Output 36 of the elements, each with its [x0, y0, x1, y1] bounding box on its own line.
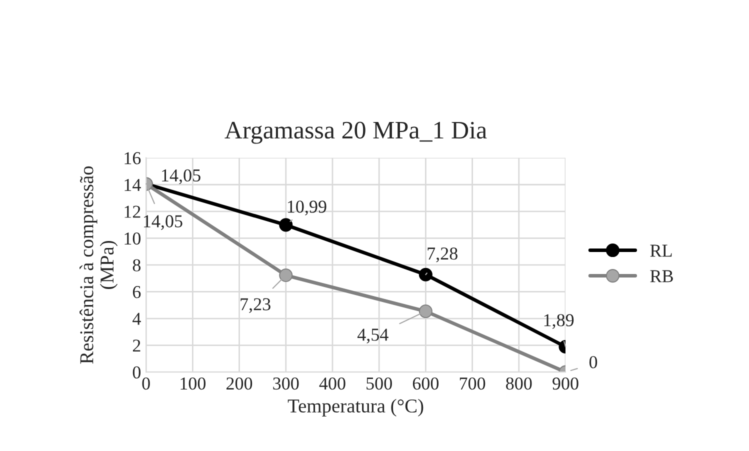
x-tick-label: 100: [180, 377, 206, 390]
point: [279, 218, 293, 232]
y-tick-label: 8: [132, 259, 141, 272]
chart-title: Argamassa 20 MPa_1 Dia: [224, 122, 487, 144]
x-tick-label: 300: [273, 377, 299, 390]
data-label: 1,89: [544, 314, 574, 329]
data-label: 14,05: [144, 215, 182, 230]
legend-label: RL: [650, 244, 672, 257]
x-tick-label: 0: [142, 377, 150, 390]
data-label: 14,05: [162, 169, 200, 184]
legend-label: RB: [650, 270, 673, 282]
x-tick-label: 500: [366, 377, 392, 390]
y-tick-label: 2: [132, 340, 140, 352]
data-label: 7,23: [240, 298, 270, 313]
x-tick-label: 400: [319, 377, 346, 390]
y-tick-label: 10: [124, 232, 141, 245]
y-tick-label: 0: [132, 366, 141, 379]
x-tick-label: 900: [552, 377, 578, 390]
point: [418, 304, 432, 318]
point: [418, 268, 432, 282]
x-tick-label: 700: [460, 377, 486, 390]
x-tick-label: 200: [226, 377, 252, 390]
y-tick-label: 4: [132, 312, 141, 325]
y-axis-title: Resistência à compressão (MPa): [80, 166, 118, 364]
x-tick-label: 600: [412, 377, 439, 390]
x-tick-label: 800: [506, 377, 532, 390]
data-label: 7,28: [428, 247, 458, 262]
x-axis-title: Temperatura (°C): [288, 398, 424, 416]
data-label: 0: [589, 356, 598, 368]
y-tick-label: 16: [124, 152, 141, 164]
data-label: 4,54: [357, 328, 388, 344]
y-tick-label: 6: [132, 286, 141, 298]
data-label: 10,99: [288, 200, 326, 216]
y-tick-label: 14: [124, 178, 141, 191]
y-tick-label: 12: [124, 206, 140, 218]
point: [279, 268, 293, 282]
